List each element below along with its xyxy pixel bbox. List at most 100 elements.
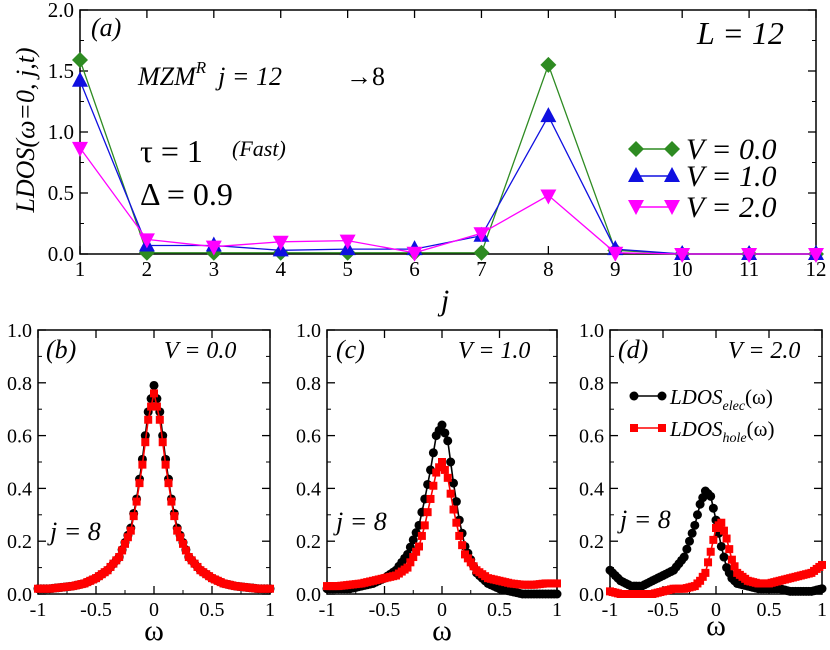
- legend-entry-elec: LDOSelec(ω): [629, 385, 773, 414]
- data-point-c-1: [429, 481, 438, 490]
- series-d-0: [605, 486, 827, 596]
- panel-d-legend: LDOSelec(ω) LDOShole(ω): [629, 385, 774, 446]
- data-point-c-1: [435, 463, 444, 472]
- data-point-a-2-6: [473, 227, 490, 243]
- data-point-c-1: [406, 558, 415, 567]
- x-tick-label: 10: [672, 257, 693, 281]
- legend-label-elec: LDOSelec(ω): [669, 385, 773, 414]
- legend-marker-v2: [628, 200, 644, 215]
- mzm-arrow: →: [346, 62, 372, 91]
- x-tick-label: -1: [602, 599, 619, 621]
- x-tick-label: -0.5: [647, 599, 679, 621]
- data-point-a-2-0: [72, 141, 88, 157]
- data-point-d-0: [679, 552, 689, 562]
- data-point-d-0: [687, 528, 697, 538]
- data-point-b-1: [150, 389, 158, 398]
- y-tick-label: 0.8: [7, 373, 32, 395]
- x-tick-label: 5: [342, 257, 353, 281]
- data-point-a-2-10: [741, 248, 758, 263]
- x-tick-label: -1: [30, 599, 47, 621]
- data-point-c-1: [423, 508, 432, 517]
- legend-label-v0: V = 0.0: [686, 133, 777, 166]
- panel-b-v-annotation: V = 0.0: [164, 338, 236, 364]
- data-point-c-1: [455, 531, 464, 540]
- x-tick-label: 11: [739, 257, 759, 281]
- data-point-c-1: [420, 521, 429, 530]
- x-tick-label: 0: [711, 599, 721, 621]
- data-point-a-2-7: [540, 189, 557, 205]
- x-tick-label: 0.5: [487, 599, 512, 621]
- panel-a-label: (a): [91, 13, 121, 42]
- data-point-d-0: [706, 491, 716, 501]
- panel-a-ylabel: LDOS(ω=0, j,t): [11, 47, 40, 213]
- x-tick-label: -1: [319, 599, 336, 621]
- mzm-main: MZM: [137, 62, 197, 91]
- data-point-a-2-4: [339, 234, 356, 250]
- panel-b-xlabel: ω: [144, 614, 164, 647]
- x-tick-label: 0.5: [757, 599, 782, 621]
- data-point-c-1: [449, 505, 458, 514]
- y-tick-label: 0.0: [296, 584, 321, 606]
- data-point-d-1: [717, 518, 726, 527]
- data-point-d-0: [708, 503, 718, 513]
- legend-hole-arg: (ω): [747, 417, 775, 441]
- data-point-c-0: [440, 428, 450, 438]
- data-point-d-0: [716, 541, 726, 551]
- data-point-c-0: [552, 589, 562, 599]
- data-point-b-1: [181, 546, 190, 555]
- y-tick-label: 0.2: [7, 531, 32, 553]
- data-point-b-1: [266, 584, 274, 593]
- legend-elec-arg: (ω): [745, 385, 773, 409]
- legend-label-v1: V = 1.0: [686, 160, 777, 193]
- data-point-c-1: [426, 494, 435, 503]
- data-point-d-1: [722, 534, 731, 543]
- legend-marker-hole-b: [658, 424, 666, 432]
- panel-d-site-annotation: j = 8: [617, 505, 671, 534]
- legend-entry-hole: LDOShole(ω): [630, 417, 774, 446]
- data-point-d-1: [730, 562, 739, 571]
- data-point-a-2-1: [138, 233, 155, 249]
- series-line-b-0: [38, 385, 270, 590]
- panel-d: -1 -0.5 0 0.5 1 0.0 0.2 0.4 0.6 0.8 1.0 (d) V = 2.…: [579, 320, 827, 642]
- x-tick-label: 7: [476, 257, 487, 281]
- data-point-d-0: [682, 544, 692, 554]
- legend-marker-hole: [630, 424, 638, 432]
- data-point-b-1: [170, 512, 179, 521]
- data-point-b-0: [158, 431, 168, 441]
- data-point-b-1: [173, 526, 182, 535]
- data-point-b-1: [115, 553, 124, 562]
- data-point-b-0: [149, 380, 159, 390]
- data-point-a-2-3: [272, 235, 289, 251]
- data-point-d-1: [704, 558, 713, 567]
- data-point-c-1: [403, 563, 412, 572]
- y-tick-label: 0.6: [296, 426, 321, 448]
- panel-d-v-annotation: V = 2.0: [728, 338, 800, 364]
- tau-note: (Fast): [232, 136, 286, 161]
- y-tick-label: 0.4: [7, 478, 32, 500]
- x-tick-label: 3: [209, 257, 220, 281]
- data-point-c-1: [553, 579, 561, 588]
- tau-annotation: τ = 1: [140, 133, 203, 169]
- x-tick-label: 4: [275, 257, 286, 281]
- y-tick-label: 1.0: [48, 120, 74, 144]
- data-point-d-0: [685, 536, 694, 546]
- x-tick-label: 0: [149, 599, 159, 621]
- legend-marker-v1-b: [664, 167, 680, 182]
- legend-label-v2: V = 2.0: [686, 191, 777, 224]
- data-point-d-1: [706, 547, 715, 556]
- y-tick-label: 1.5: [48, 59, 74, 83]
- panel-a-xlabel: j: [437, 284, 449, 317]
- panel-c-xlabel: ω: [432, 614, 452, 647]
- legend-marker-elec: [629, 391, 639, 401]
- panel-c-site-annotation: j = 8: [333, 507, 387, 536]
- data-point-d-1: [709, 535, 718, 544]
- data-point-a-2-8: [607, 246, 624, 262]
- y-tick-label: 0.8: [579, 373, 604, 395]
- series-a-2: [72, 141, 824, 263]
- legend-marker-v2-b: [664, 200, 680, 215]
- data-point-d-0: [692, 510, 702, 520]
- legend-entry-v0: V = 0.0: [628, 133, 777, 166]
- panel-c: -1 -0.5 0 0.5 1 0.0 0.2 0.4 0.6 0.8 1.0 (c) V = 1.…: [296, 320, 562, 647]
- legend-entry-v1: V = 1.0: [628, 160, 777, 193]
